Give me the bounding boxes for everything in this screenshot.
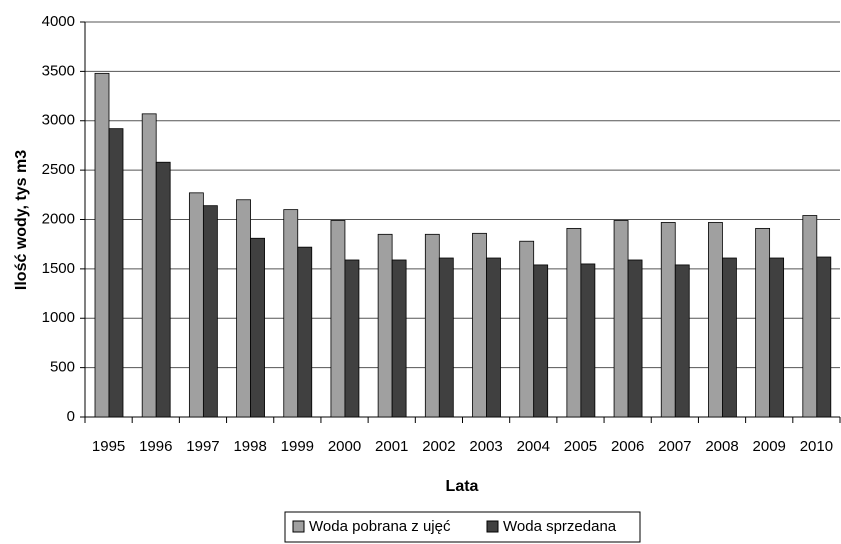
bar [188,192,204,418]
bar [377,233,393,418]
x-tick-label: 2010 [800,438,833,455]
x-tick-label: 2008 [705,438,738,455]
legend-box [284,511,641,543]
bar [94,72,110,418]
y-axis-title: Ilość wody, tys m3 [13,150,30,290]
bar [708,222,723,418]
x-tick-label: 2004 [517,438,550,455]
bar [250,237,265,418]
bar [330,220,346,418]
y-tick-label: 4000 [42,13,75,30]
bar [674,264,690,418]
bar [769,257,785,418]
legend-label: Woda pobrana z ujęć [309,518,451,535]
y-tick-label: 2000 [42,210,75,227]
x-tick-label: 1997 [186,438,219,455]
x-tick-label: 1995 [92,438,125,455]
bar [722,257,737,418]
bar [519,240,535,418]
x-tick-label: 2009 [753,438,786,455]
y-tick-label: 3500 [42,62,75,79]
x-tick-label: 1999 [281,438,314,455]
x-tick-label: 1996 [139,438,172,455]
bar [613,220,629,418]
bar [580,263,596,418]
x-tick-label: 1998 [233,438,266,455]
bar [202,205,218,418]
bar [533,264,549,418]
bar [297,246,313,418]
y-tick-label: 0 [67,408,75,425]
x-tick-label: 2000 [328,438,361,455]
bar [236,199,251,418]
bar [566,227,582,418]
bar [802,215,818,418]
bar [627,259,643,418]
bar [108,128,124,418]
y-tick-label: 1500 [42,260,75,277]
y-tick-label: 1000 [42,309,75,326]
y-tick-label: 500 [50,359,75,376]
y-tick-label: 3000 [42,112,75,129]
bar [438,257,454,418]
bar [424,233,440,418]
bar [344,259,360,418]
bar [816,256,832,418]
bar [155,161,171,418]
x-axis-title: Lata [446,478,479,495]
x-tick-label: 2006 [611,438,644,455]
bar [755,227,771,418]
x-tick-label: 2005 [564,438,597,455]
bar [472,232,487,418]
legend-label: Woda sprzedana [503,518,617,535]
bar [391,259,407,418]
x-tick-label: 2002 [422,438,455,455]
bar [283,209,299,418]
y-tick-label: 2500 [42,161,75,178]
bar [660,222,676,418]
legend-swatch [292,520,305,533]
bar [486,257,501,418]
x-tick-label: 2007 [658,438,691,455]
legend-swatch [486,520,499,533]
x-tick-label: 2003 [469,438,502,455]
x-tick-label: 2001 [375,438,408,455]
bar [141,113,157,418]
